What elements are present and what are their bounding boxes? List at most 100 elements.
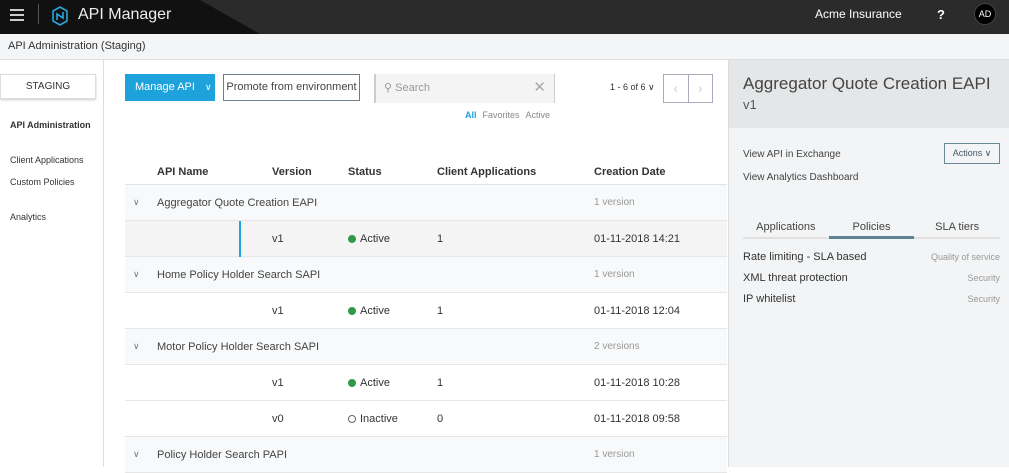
policy-name: XML threat protection (743, 272, 848, 284)
manage-api-label: Manage API (135, 81, 195, 93)
chevron-down-icon[interactable]: ∨ (133, 197, 140, 207)
panel-header: Aggregator Quote Creation EAPI v1 (729, 60, 1009, 128)
search-icon: ⚲ (384, 82, 396, 94)
panel-title: Aggregator Quote Creation EAPI (743, 74, 991, 93)
sidebar-item-analytics[interactable]: Analytics (10, 212, 47, 222)
client-app-count: 0 (437, 413, 444, 425)
api-version-row[interactable]: v0 Inactive 0 01-11-2018 09:58 (125, 401, 727, 437)
client-app-count: 1 (437, 305, 444, 317)
tab-applications[interactable]: Applications (756, 221, 816, 233)
top-bar: API Manager Acme Insurance ? AD (0, 0, 1009, 34)
status-dot-icon (348, 415, 356, 423)
org-switcher[interactable]: Acme Insurance (815, 7, 902, 21)
sidebar-item-client-applications[interactable]: Client Applications (10, 155, 84, 165)
version-count: 1 version (594, 269, 635, 280)
api-version-row[interactable]: v1 Active 1 01-11-2018 14:21 (125, 221, 727, 257)
detail-panel: Aggregator Quote Creation EAPI v1 View A… (728, 60, 1009, 467)
manage-api-button[interactable]: Manage API ∨ (125, 74, 215, 101)
help-icon[interactable]: ? (937, 7, 945, 22)
status: Active (348, 305, 390, 317)
avatar[interactable]: AD (974, 3, 996, 25)
chevron-down-icon: ∨ (984, 148, 992, 158)
page-title: API Administration (Staging) (0, 34, 1009, 60)
col-creation-date[interactable]: Creation Date (594, 166, 666, 178)
api-group-row[interactable]: ∨ Policy Holder Search PAPI 1 version (125, 437, 727, 473)
version: v1 (272, 305, 284, 317)
pagination-label: 1 - 6 of 6 (610, 82, 646, 92)
view-in-exchange-link[interactable]: View API in Exchange (743, 149, 841, 160)
api-version-row[interactable]: v1 Active 1 01-11-2018 10:28 (125, 365, 727, 401)
version-count: 1 version (594, 197, 635, 208)
client-app-count: 1 (437, 377, 444, 389)
app-title: API Manager (78, 6, 172, 23)
clear-icon[interactable]: ✕ (533, 79, 546, 96)
policy-category: Security (967, 294, 1000, 304)
api-name: Aggregator Quote Creation EAPI (157, 197, 318, 209)
sidebar-item-api-administration[interactable]: API Administration (10, 120, 91, 130)
version-count: 1 version (594, 449, 635, 460)
api-group-row[interactable]: ∨ Motor Policy Holder Search SAPI 2 versio… (125, 329, 727, 365)
filter-all[interactable]: All (465, 110, 477, 120)
chevron-down-icon[interactable]: ∨ (133, 449, 140, 459)
policy-item: Rate limiting - SLA based Quality of serv… (743, 251, 1000, 263)
status: Active (348, 377, 390, 389)
api-table: API Name Version Status Client Applicati… (125, 160, 727, 473)
client-app-count: 1 (437, 233, 444, 245)
version: v1 (272, 377, 284, 389)
tab-sla-tiers[interactable]: SLA tiers (935, 221, 980, 233)
table-header: API Name Version Status Client Applicati… (125, 160, 727, 185)
pagination-selector[interactable]: 1 - 6 of 6 ∨ (610, 82, 655, 93)
chevron-down-icon: ∨ (204, 82, 212, 92)
version: v0 (272, 413, 284, 425)
col-client-applications[interactable]: Client Applications (437, 166, 537, 178)
actions-label: Actions (952, 148, 983, 158)
policy-name: Rate limiting - SLA based (743, 251, 867, 263)
policy-name: IP whitelist (743, 293, 796, 305)
filter-active[interactable]: Active (525, 110, 551, 120)
prev-page-button[interactable]: ‹ (664, 75, 689, 102)
col-version[interactable]: Version (272, 166, 312, 178)
sidebar-item-custom-policies[interactable]: Custom Policies (10, 177, 75, 187)
version: v1 (272, 233, 284, 245)
api-version-row[interactable]: v1 Active 1 01-11-2018 12:04 (125, 293, 727, 329)
search-input[interactable]: ⚲ Search ✕ (374, 74, 555, 103)
actions-button[interactable]: Actions ∨ (944, 143, 1000, 164)
status: Inactive (348, 413, 398, 425)
status: Active (348, 233, 390, 245)
api-group-row[interactable]: ∨ Aggregator Quote Creation EAPI 1 version (125, 185, 727, 221)
chevron-down-icon: ∨ (648, 82, 655, 92)
menu-icon[interactable] (10, 9, 24, 21)
api-manager-logo-icon (52, 6, 68, 26)
panel-tabs: Applications Policies SLA tiers (743, 218, 1000, 239)
creation-date: 01-11-2018 14:21 (594, 233, 681, 245)
search-placeholder: Search (395, 82, 430, 94)
status-dot-icon (348, 235, 356, 243)
policy-category: Security (967, 273, 1000, 283)
view-analytics-link[interactable]: View Analytics Dashboard (743, 172, 859, 183)
next-page-button[interactable]: › (697, 80, 703, 96)
status-label: Active (360, 233, 390, 245)
environment-selector[interactable]: STAGING (0, 74, 96, 99)
api-name: Motor Policy Holder Search SAPI (157, 341, 320, 353)
col-api-name[interactable]: API Name (157, 166, 209, 178)
selection-indicator (239, 221, 241, 257)
filter-favorites[interactable]: Favorites (482, 110, 520, 120)
api-name: Policy Holder Search PAPI (157, 449, 288, 461)
chevron-down-icon[interactable]: ∨ (133, 341, 140, 351)
policy-item: XML threat protection Security (743, 272, 1000, 284)
api-group-row[interactable]: ∨ Home Policy Holder Search SAPI 1 version (125, 257, 727, 293)
pagination-buttons: ‹ › (663, 74, 713, 103)
divider (38, 4, 39, 24)
creation-date: 01-11-2018 09:58 (594, 413, 681, 425)
chevron-down-icon[interactable]: ∨ (133, 269, 140, 279)
promote-button[interactable]: Promote from environment (223, 74, 360, 101)
sidebar: STAGING API Administration Client Applic… (0, 60, 104, 467)
status-dot-icon (348, 307, 356, 315)
col-status[interactable]: Status (348, 166, 382, 178)
status-label: Active (360, 305, 390, 317)
filter-tabs: All Favorites Active (465, 110, 556, 120)
tab-policies[interactable]: Policies (828, 218, 915, 239)
policy-category: Quality of service (930, 252, 1000, 262)
status-label: Active (360, 377, 390, 389)
api-name: Home Policy Holder Search SAPI (157, 269, 321, 281)
